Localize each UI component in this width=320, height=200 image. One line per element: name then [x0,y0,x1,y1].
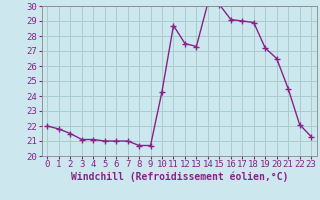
X-axis label: Windchill (Refroidissement éolien,°C): Windchill (Refroidissement éolien,°C) [70,172,288,182]
